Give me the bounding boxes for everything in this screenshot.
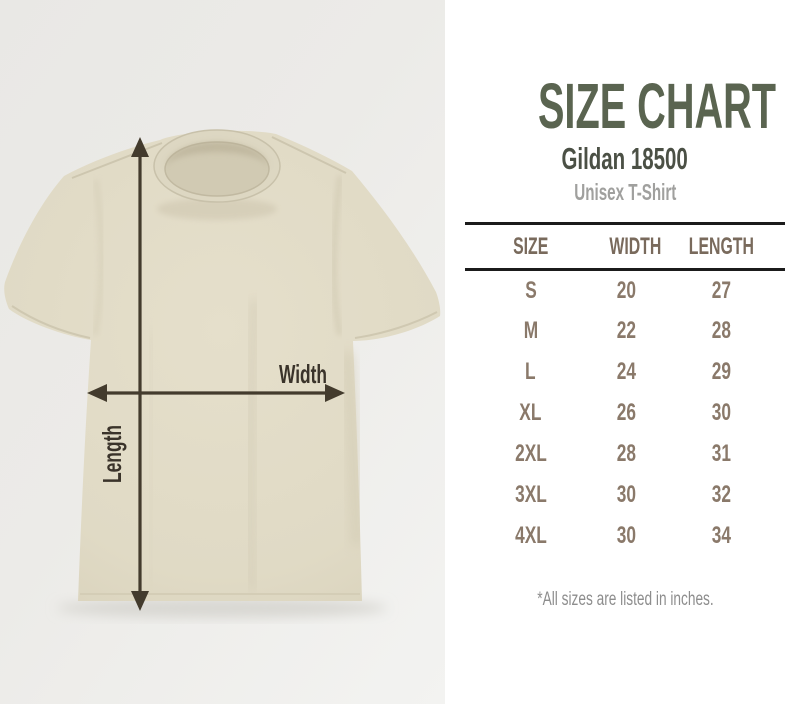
sleeve-hem [354,311,438,339]
table-row: 4XL 30 34 [465,516,785,557]
width-cell: 20 [596,270,657,311]
column-header-width: WIDTH [596,224,662,270]
length-cell: 32 [657,475,785,516]
product-model-text: Gildan 18500 [561,141,689,176]
length-cell-text: 31 [711,440,731,467]
length-cell-text: 34 [711,522,731,549]
size-cell: 2XL [465,434,596,475]
size-table-body: S 20 27 M 22 28 L 24 29 XL 26 30 2XL 28 31 3XL 30 32 4XL 30… [465,270,785,557]
width-cell-text: 22 [616,317,637,344]
size-table-header: SIZE WIDTH LENGTH [465,223,785,270]
width-cell-text: 28 [616,440,637,467]
collar-shadow [157,198,277,220]
width-cell: 30 [596,516,657,557]
column-header-text: WIDTH [609,232,662,260]
armhole-seam [331,175,343,336]
length-cell: 29 [657,352,785,393]
length-label: Length [97,425,127,483]
size-cell-text: S [524,276,537,304]
width-cell-text: 24 [616,358,637,385]
length-cell-text: 28 [711,317,731,344]
size-cell-text: 4XL [514,522,547,549]
length-cell-text: 29 [711,358,731,385]
sleeve-hem [11,305,91,339]
width-label: Width [279,359,327,389]
page-title: SIZE CHART [465,74,785,138]
length-cell: 31 [657,434,785,475]
table-row: L 24 29 [465,352,785,393]
width-cell-text: 26 [616,399,637,426]
size-cell-text: 3XL [514,481,547,508]
width-arrow [87,384,345,402]
length-cell-text: 30 [711,399,731,426]
width-cell: 22 [596,311,657,352]
page-title-text: SIZE CHART [537,70,777,142]
width-cell-text: 30 [616,522,637,549]
size-cell: XL [465,393,596,434]
armhole-seam [92,179,105,336]
length-cell: 30 [657,393,785,434]
length-cell: 28 [657,311,785,352]
product-type: Unisex T-Shirt [465,181,785,204]
units-footnote: *All sizes are listed in inches. [465,589,785,611]
width-cell: 26 [596,393,657,434]
table-row: XL 26 30 [465,393,785,434]
table-row: M 22 28 [465,311,785,352]
table-row: 2XL 28 31 [465,434,785,475]
length-arrow [131,137,149,611]
table-row: S 20 27 [465,270,785,311]
size-table: SIZE WIDTH LENGTH S 20 27 M 22 28 L 24 29 XL 26 30 2XL… [465,222,785,557]
size-cell: 3XL [465,475,596,516]
product-model: Gildan 18500 [465,143,785,174]
shoulder-seam [71,142,163,179]
header-row: SIZE WIDTH LENGTH [465,223,785,270]
tshirt-photo-panel: Width Length [0,0,445,704]
column-header-size: SIZE [465,224,596,270]
length-cell-text: 27 [711,276,731,304]
table-row: 3XL 30 32 [465,475,785,516]
width-cell: 24 [596,352,657,393]
size-cell-text: L [525,358,536,385]
column-header-text: SIZE [512,232,549,260]
length-cell: 27 [657,270,785,311]
product-type-text: Unisex T-Shirt [573,179,677,205]
size-cell-text: XL [519,399,542,426]
width-cell: 28 [596,434,657,475]
shoulder-seam [271,136,347,174]
units-footnote-text: *All sizes are listed in inches. [536,589,714,610]
fabric-fold [147,329,155,591]
length-cell-text: 32 [711,481,731,508]
size-cell: L [465,352,596,393]
size-cell: M [465,311,596,352]
collar-inner-shadow [165,142,269,169]
size-cell-text: M [523,317,538,344]
size-cell: 4XL [465,516,596,557]
fabric-fold [342,351,362,546]
size-cell-text: 2XL [514,440,547,467]
tshirt-body [4,130,441,601]
size-cell: S [465,270,596,311]
tshirt-graphic: Width Length [4,129,441,618]
width-cell: 30 [596,475,657,516]
width-cell-text: 20 [616,276,637,304]
length-cell: 34 [657,516,785,557]
width-cell-text: 30 [616,481,637,508]
size-chart-panel: SIZE CHART Gildan 18500 Unisex T-Shirt S… [445,0,800,704]
column-header-length: LENGTH [657,224,785,270]
column-header-text: LENGTH [688,232,754,260]
fabric-fold [245,299,260,591]
